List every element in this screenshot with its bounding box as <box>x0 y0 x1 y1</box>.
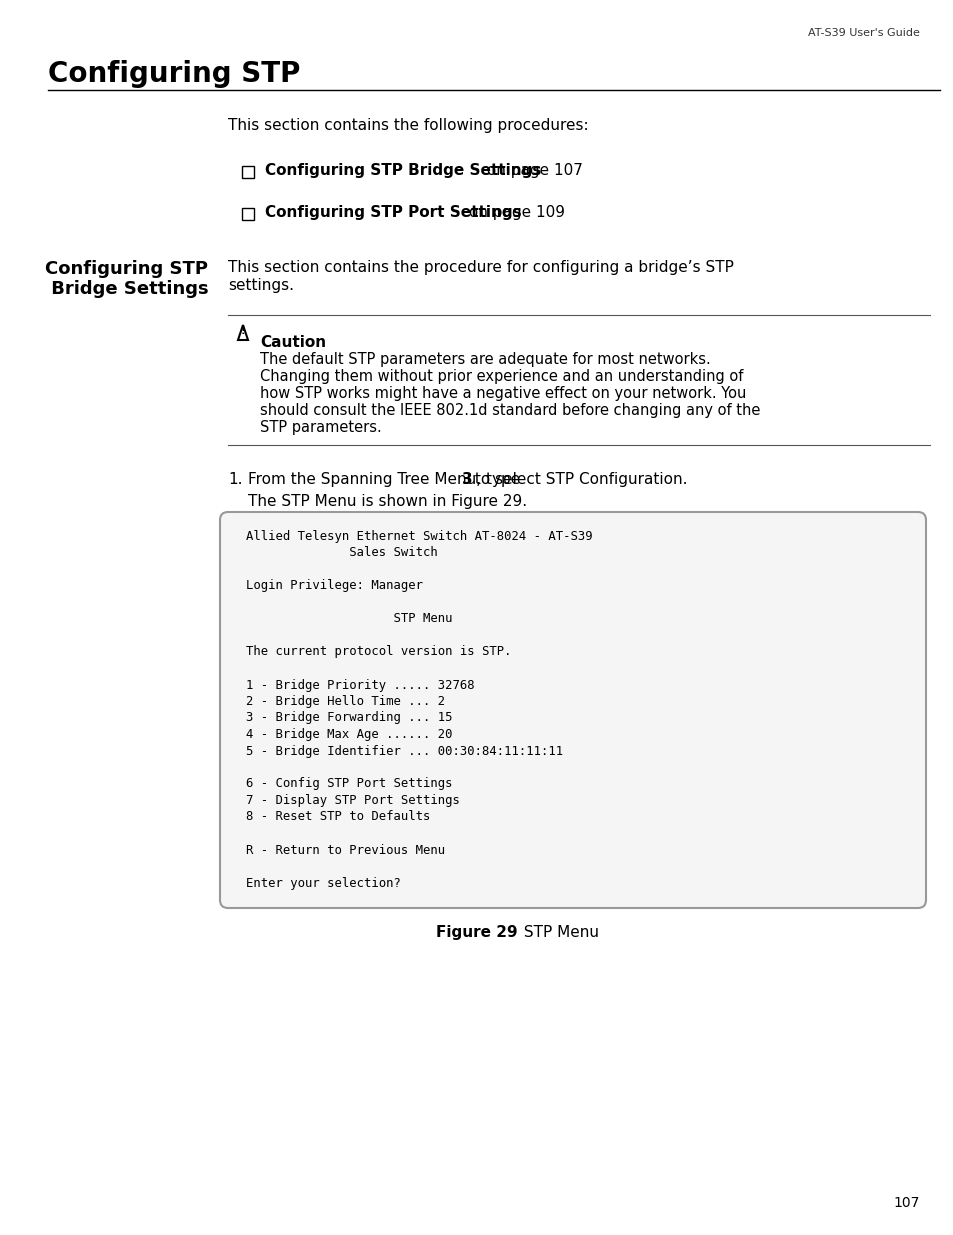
FancyBboxPatch shape <box>220 513 925 908</box>
Text: Configuring STP: Configuring STP <box>48 61 300 88</box>
Text: Caution: Caution <box>260 335 326 350</box>
Text: STP Menu: STP Menu <box>246 613 452 625</box>
Text: 5 - Bridge Identifier ... 00:30:84:11:11:11: 5 - Bridge Identifier ... 00:30:84:11:11… <box>246 745 562 757</box>
Text: Changing them without prior experience and an understanding of: Changing them without prior experience a… <box>260 369 742 384</box>
Text: settings.: settings. <box>228 278 294 293</box>
Text: From the Spanning Tree Menu, type: From the Spanning Tree Menu, type <box>248 472 524 487</box>
Text: 3 - Bridge Forwarding ... 15: 3 - Bridge Forwarding ... 15 <box>246 711 452 725</box>
Text: This section contains the following procedures:: This section contains the following proc… <box>228 119 588 133</box>
Text: STP parameters.: STP parameters. <box>260 420 381 435</box>
Text: STP Menu: STP Menu <box>518 925 598 940</box>
Text: Configuring STP Port Settings: Configuring STP Port Settings <box>265 205 521 220</box>
Text: 6 - Config STP Port Settings: 6 - Config STP Port Settings <box>246 778 452 790</box>
Text: !: ! <box>240 326 245 336</box>
Text: 2 - Bridge Hello Time ... 2: 2 - Bridge Hello Time ... 2 <box>246 695 445 708</box>
Text: 1.: 1. <box>228 472 242 487</box>
Text: R - Return to Previous Menu: R - Return to Previous Menu <box>246 844 445 857</box>
Text: Sales Switch: Sales Switch <box>246 547 437 559</box>
Text: on page 107: on page 107 <box>481 163 582 178</box>
Text: Configuring STP: Configuring STP <box>45 261 208 278</box>
Text: Bridge Settings: Bridge Settings <box>45 280 209 298</box>
Text: Configuring STP Bridge Settings: Configuring STP Bridge Settings <box>265 163 540 178</box>
Text: how STP works might have a negative effect on your network. You: how STP works might have a negative effe… <box>260 387 745 401</box>
Text: 8 - Reset STP to Defaults: 8 - Reset STP to Defaults <box>246 810 430 824</box>
Text: 1 - Bridge Priority ..... 32768: 1 - Bridge Priority ..... 32768 <box>246 678 475 692</box>
Text: The STP Menu is shown in Figure 29.: The STP Menu is shown in Figure 29. <box>248 494 527 509</box>
Text: 4 - Bridge Max Age ...... 20: 4 - Bridge Max Age ...... 20 <box>246 727 452 741</box>
Text: Enter your selection?: Enter your selection? <box>246 877 400 889</box>
Text: to select STP Configuration.: to select STP Configuration. <box>469 472 686 487</box>
Text: The default STP parameters are adequate for most networks.: The default STP parameters are adequate … <box>260 352 710 367</box>
Text: This section contains the procedure for configuring a bridge’s STP: This section contains the procedure for … <box>228 261 733 275</box>
Text: should consult the IEEE 802.1d standard before changing any of the: should consult the IEEE 802.1d standard … <box>260 403 760 417</box>
FancyBboxPatch shape <box>242 165 253 178</box>
Text: on page 109: on page 109 <box>463 205 564 220</box>
Polygon shape <box>237 325 248 340</box>
Text: Allied Telesyn Ethernet Switch AT-8024 - AT-S39: Allied Telesyn Ethernet Switch AT-8024 -… <box>246 530 592 543</box>
Text: 7 - Display STP Port Settings: 7 - Display STP Port Settings <box>246 794 459 806</box>
FancyBboxPatch shape <box>242 207 253 220</box>
Text: Login Privilege: Manager: Login Privilege: Manager <box>246 579 422 593</box>
Text: Figure 29: Figure 29 <box>436 925 517 940</box>
Text: 107: 107 <box>893 1195 919 1210</box>
Text: 3: 3 <box>461 472 473 487</box>
Text: AT-S39 User's Guide: AT-S39 User's Guide <box>807 28 919 38</box>
Text: The current protocol version is STP.: The current protocol version is STP. <box>246 646 511 658</box>
